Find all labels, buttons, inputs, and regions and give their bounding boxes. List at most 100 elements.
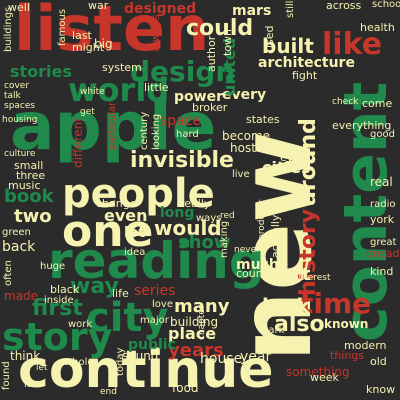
word-story: story	[2, 315, 113, 359]
word-ever: ever	[280, 151, 305, 164]
word-broker: broker	[192, 101, 228, 114]
word-sound: sound	[122, 349, 159, 363]
word-life: life	[112, 287, 129, 300]
word-hard: hard	[176, 129, 199, 140]
word-particular: particular	[107, 101, 118, 150]
word-series: series	[134, 283, 176, 299]
word-building: building	[170, 315, 219, 329]
word-real: real	[370, 175, 393, 189]
word-green: green	[2, 227, 31, 238]
word-music: music	[8, 179, 41, 192]
word-designed: designed	[124, 1, 197, 17]
word-white: white	[80, 87, 105, 97]
word-century: century	[139, 111, 150, 150]
word-everything: everything	[332, 119, 392, 132]
word-apple: apple	[10, 88, 217, 165]
word-like: like	[322, 27, 383, 62]
word-war: war	[88, 0, 109, 12]
word-spaces: spaces	[4, 101, 36, 111]
word-across: across	[326, 0, 362, 12]
word-today: today	[115, 347, 126, 376]
word-years: years	[168, 340, 224, 361]
word-interest: interest	[296, 273, 331, 283]
word-public: public	[128, 337, 176, 353]
word-culture: culture	[4, 149, 36, 159]
word-good: good	[370, 129, 395, 140]
word-decades: decades	[366, 247, 400, 260]
word-fight: fight	[292, 69, 318, 82]
word-system: system	[102, 61, 142, 74]
word-people: people	[62, 171, 215, 217]
word-know: know	[366, 383, 396, 396]
word-cover: cover	[4, 81, 30, 91]
word-city: city	[86, 295, 169, 341]
word-still: still	[285, 0, 296, 18]
word-host: host	[230, 141, 256, 155]
word-chapter: chapter	[197, 305, 207, 340]
word-buildings: buildings	[3, 6, 14, 52]
word-often: often	[3, 260, 14, 286]
word-mars: mars	[232, 3, 272, 19]
word-place: place	[168, 324, 217, 343]
word-invisible: invisible	[130, 148, 234, 173]
word-architecture: architecture	[258, 55, 355, 71]
word-change: change	[96, 197, 137, 210]
word-time: time	[300, 287, 372, 320]
word-actually: actually	[269, 214, 282, 258]
word-law: law	[24, 379, 42, 390]
word-back: back	[2, 239, 36, 255]
word-design: design	[130, 55, 236, 88]
word-housing: housing	[2, 115, 38, 125]
word-something: something	[286, 365, 350, 379]
word-book: book	[4, 186, 54, 207]
word-radio: radio	[370, 199, 396, 210]
word-much: much	[236, 257, 279, 273]
word-let: let	[36, 363, 48, 373]
word-show: show	[178, 232, 231, 253]
word-lot: lot	[124, 225, 146, 241]
word-could: could	[186, 16, 254, 41]
word-world: world	[68, 71, 170, 109]
word-well: well	[8, 1, 30, 14]
word-listen: listen	[14, 0, 210, 65]
word-power: power	[174, 89, 223, 105]
word-work: work	[68, 319, 93, 330]
word-big: big	[94, 37, 113, 51]
word-town: town	[221, 28, 234, 56]
word-things: things	[330, 349, 365, 362]
word-take: take	[256, 305, 278, 316]
word-house: house	[200, 351, 243, 367]
word-year: year	[240, 349, 272, 365]
word-space: space	[160, 113, 202, 129]
word-always: always	[149, 14, 162, 52]
word-long: long	[160, 205, 195, 221]
word-way: way	[70, 274, 119, 299]
word-really: really	[180, 197, 211, 210]
word-become: become	[222, 129, 271, 143]
word-ways: ways	[196, 213, 222, 224]
word-end: end	[100, 387, 117, 397]
word-one: one	[62, 206, 154, 257]
word-red: red	[220, 211, 235, 221]
word-york: york	[370, 213, 395, 226]
word-states: states	[246, 113, 280, 126]
word-three: three	[16, 169, 46, 182]
word-two: two	[14, 206, 52, 227]
word-idea: idea	[124, 247, 146, 258]
word-never: never	[234, 245, 260, 255]
word-reading: reading	[48, 232, 265, 290]
word-many: many	[174, 296, 230, 317]
word-park: park	[262, 325, 285, 336]
word-health: health	[360, 21, 395, 34]
word-found: found	[1, 361, 12, 390]
word-would: would	[154, 216, 222, 240]
word-major: major	[140, 315, 169, 326]
word-country: country	[236, 267, 279, 280]
word-food: food	[172, 381, 199, 395]
word-whole: whole	[64, 357, 94, 368]
word-producer: producer	[257, 199, 267, 240]
word-old: old	[370, 355, 387, 368]
word-every: every	[222, 87, 267, 103]
word-small: small	[14, 159, 44, 172]
